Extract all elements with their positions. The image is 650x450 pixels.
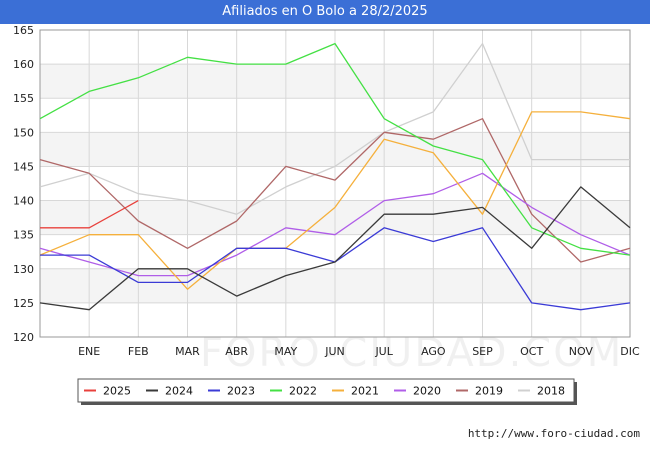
- series-line-2022: [39, 42, 631, 256]
- chart-title: Afiliados en O Bolo a 28/2/2025: [0, 0, 650, 24]
- x-tick-label: NOV: [569, 345, 594, 358]
- legend-label-2018: 2018: [537, 385, 565, 398]
- series-line-2018: [39, 42, 630, 215]
- y-tick-label: 130: [13, 263, 34, 276]
- x-tick-label: ABR: [225, 345, 248, 358]
- y-tick-label: 150: [13, 126, 34, 139]
- legend-label-2023: 2023: [227, 385, 255, 398]
- x-tick-label: MAR: [175, 345, 200, 358]
- legend-label-2020: 2020: [413, 385, 441, 398]
- x-tick-label: JUL: [374, 345, 393, 358]
- series-line-2021: [39, 111, 631, 290]
- y-tick-label: 135: [13, 229, 34, 242]
- watermark: FORO-CIUDAD.COM: [200, 330, 624, 376]
- y-tick-label: 125: [13, 297, 34, 310]
- legend-label-2025: 2025: [103, 385, 131, 398]
- x-tick-label: MAY: [274, 345, 297, 358]
- series-line-2024: [39, 186, 631, 311]
- x-tick-label: FEB: [128, 345, 149, 358]
- x-tick-label: ENE: [78, 345, 100, 358]
- legend-label-2019: 2019: [475, 385, 503, 398]
- x-tick-label: AGO: [421, 345, 446, 358]
- source-url[interactable]: http://www.foro-ciudad.com: [467, 427, 640, 440]
- x-tick-label: OCT: [520, 345, 543, 358]
- series-line-2020: [39, 172, 631, 277]
- x-tick-label: DIC: [620, 345, 640, 358]
- legend-box: [77, 378, 575, 403]
- plot-border: [39, 29, 631, 338]
- x-tick-label: JUN: [324, 345, 345, 358]
- series-line-2025: [40, 200, 139, 229]
- y-tick-label: 145: [13, 160, 34, 173]
- y-tick-label: 120: [13, 331, 34, 344]
- x-tick-label: SEP: [472, 345, 493, 358]
- y-tick-label: 155: [13, 92, 34, 105]
- y-tick-label: 140: [13, 195, 34, 208]
- legend-label-2021: 2021: [351, 385, 379, 398]
- y-tick-label: 165: [13, 24, 34, 37]
- legend-label-2022: 2022: [289, 385, 317, 398]
- legend-label-2024: 2024: [165, 385, 193, 398]
- series-line-2019: [39, 118, 631, 263]
- y-tick-label: 160: [13, 58, 34, 71]
